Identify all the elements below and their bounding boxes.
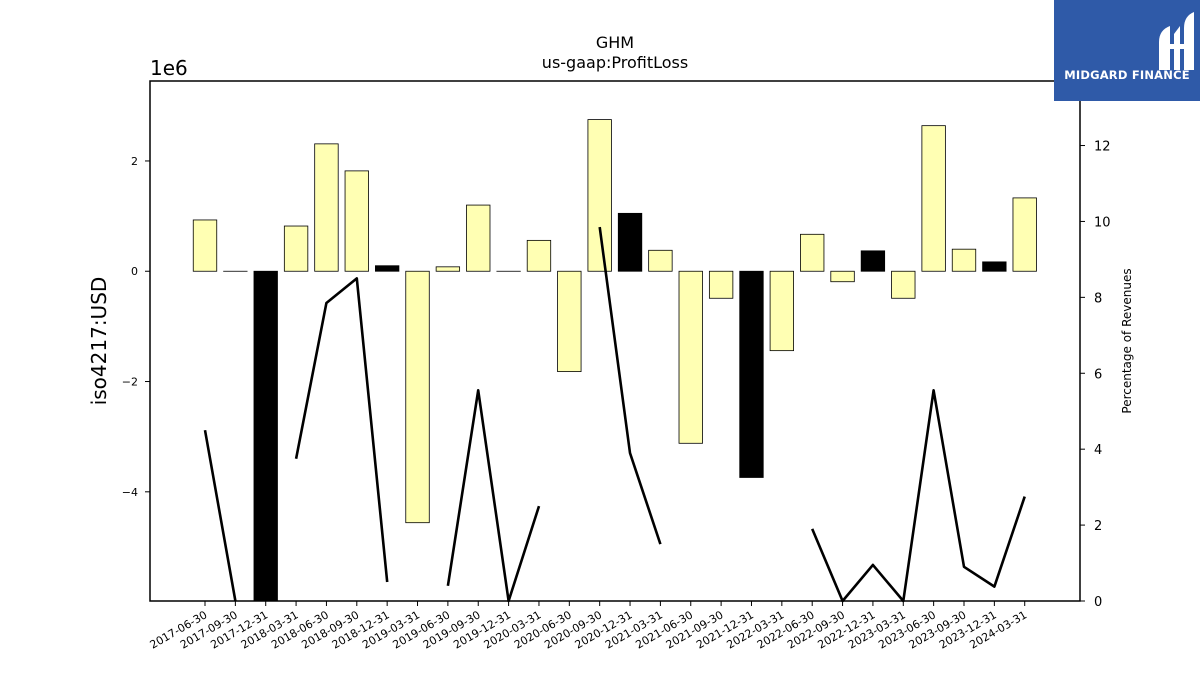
bar <box>375 265 400 272</box>
bar <box>283 225 309 272</box>
y2-tick-label: 12 <box>1094 140 1111 155</box>
bar <box>951 248 977 272</box>
bar <box>557 270 582 373</box>
y-tick-label: −4 <box>122 486 138 499</box>
bar <box>344 170 369 272</box>
bar <box>587 119 612 272</box>
bar <box>921 125 946 272</box>
chart-title: GHM <box>596 33 634 52</box>
plot-frame <box>149 80 1081 602</box>
chart-subtitle: us-gaap:ProfitLoss <box>542 53 688 72</box>
y-tick-label: 0 <box>131 265 138 278</box>
bar <box>526 239 552 272</box>
y2-tick-label: 10 <box>1094 215 1111 230</box>
y2-axis-label: Percentage of Revenues <box>1120 268 1134 413</box>
bar <box>314 143 339 272</box>
y2-tick-label: 4 <box>1094 443 1102 458</box>
bar <box>982 261 1007 272</box>
bar <box>860 250 886 272</box>
bar <box>253 270 278 602</box>
bar <box>466 204 491 272</box>
bar <box>769 270 794 352</box>
y-tick-label: 2 <box>131 155 138 168</box>
y2-tick-label: 6 <box>1094 367 1102 382</box>
bar <box>648 249 673 272</box>
midgard-finance-logo: MIDGARD FINANCE <box>1054 0 1200 101</box>
y2-tick-label: 2 <box>1094 519 1102 534</box>
y2-tick-label: 0 <box>1094 595 1102 610</box>
bar <box>435 266 461 272</box>
series-line <box>203 226 1026 603</box>
bar <box>617 212 643 272</box>
y-multiplier-label: 1e6 <box>150 56 188 80</box>
bar <box>800 233 825 272</box>
bar <box>891 270 916 299</box>
bar <box>708 270 734 299</box>
bar <box>405 270 430 524</box>
bar <box>192 219 218 272</box>
y2-tick-label: 8 <box>1094 291 1102 306</box>
y-tick-label: −2 <box>122 376 138 389</box>
bar <box>678 270 703 444</box>
logo-text: MIDGARD FINANCE <box>1064 68 1190 82</box>
bar <box>739 270 764 478</box>
bar <box>1012 197 1037 272</box>
logo-mark-icon <box>1159 12 1194 70</box>
bar <box>830 270 855 283</box>
y-axis-label: iso4217:USD <box>87 277 111 406</box>
